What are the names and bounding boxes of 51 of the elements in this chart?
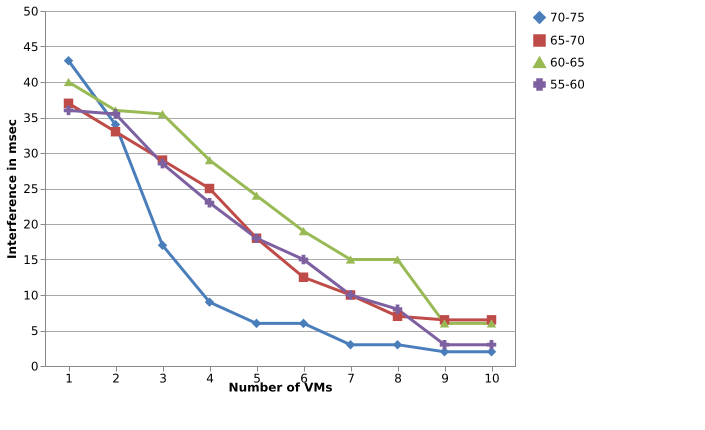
x-tick-label: 1 — [65, 372, 73, 386]
x-tick-label: 3 — [159, 372, 167, 386]
legend-label: 60-65 — [550, 56, 585, 70]
point — [158, 110, 168, 118]
point — [440, 340, 450, 350]
point — [392, 304, 402, 314]
legend-label: 55-60 — [550, 78, 585, 92]
point — [64, 56, 74, 66]
x-tick-label: 10 — [484, 372, 500, 386]
point — [346, 255, 356, 264]
y-axis-title: Interference in msec — [5, 119, 20, 259]
point — [440, 319, 450, 328]
point — [204, 297, 214, 307]
point — [252, 191, 262, 200]
point — [298, 318, 308, 328]
point — [392, 340, 402, 350]
point — [158, 240, 168, 250]
point — [346, 340, 356, 350]
point — [204, 198, 214, 208]
point — [392, 255, 402, 264]
point — [486, 340, 496, 350]
y-tick-label: 50 — [23, 4, 38, 18]
legend-label: 65-70 — [550, 34, 585, 48]
y-tick-label: 20 — [23, 218, 38, 232]
y-tick-label: 5 — [30, 324, 38, 338]
point — [110, 126, 120, 136]
point — [298, 254, 308, 264]
x-tick-label: 2 — [112, 372, 120, 386]
y-tick-label: 35 — [23, 111, 38, 125]
point — [64, 78, 74, 86]
legend-label: 70-75 — [550, 10, 585, 24]
point — [298, 226, 308, 236]
point — [204, 156, 214, 164]
point — [64, 106, 74, 116]
y-tick-label: 45 — [23, 40, 38, 54]
point — [252, 318, 262, 328]
y-tick-label: 30 — [23, 146, 38, 160]
y-tick-label: 15 — [23, 253, 38, 267]
x-tick-label: 7 — [347, 372, 355, 386]
y-tick-label: 40 — [23, 76, 38, 90]
point — [486, 319, 496, 328]
point — [110, 109, 120, 119]
x-tick-label: 8 — [394, 372, 402, 386]
x-tick-label: 9 — [441, 372, 449, 386]
y-tick-label: 10 — [23, 288, 38, 302]
x-tick-label: 4 — [206, 372, 214, 386]
point — [158, 158, 168, 168]
y-tick-label: 0 — [30, 360, 38, 374]
y-tick-label: 25 — [23, 182, 38, 196]
point — [204, 184, 214, 194]
point — [298, 272, 308, 282]
